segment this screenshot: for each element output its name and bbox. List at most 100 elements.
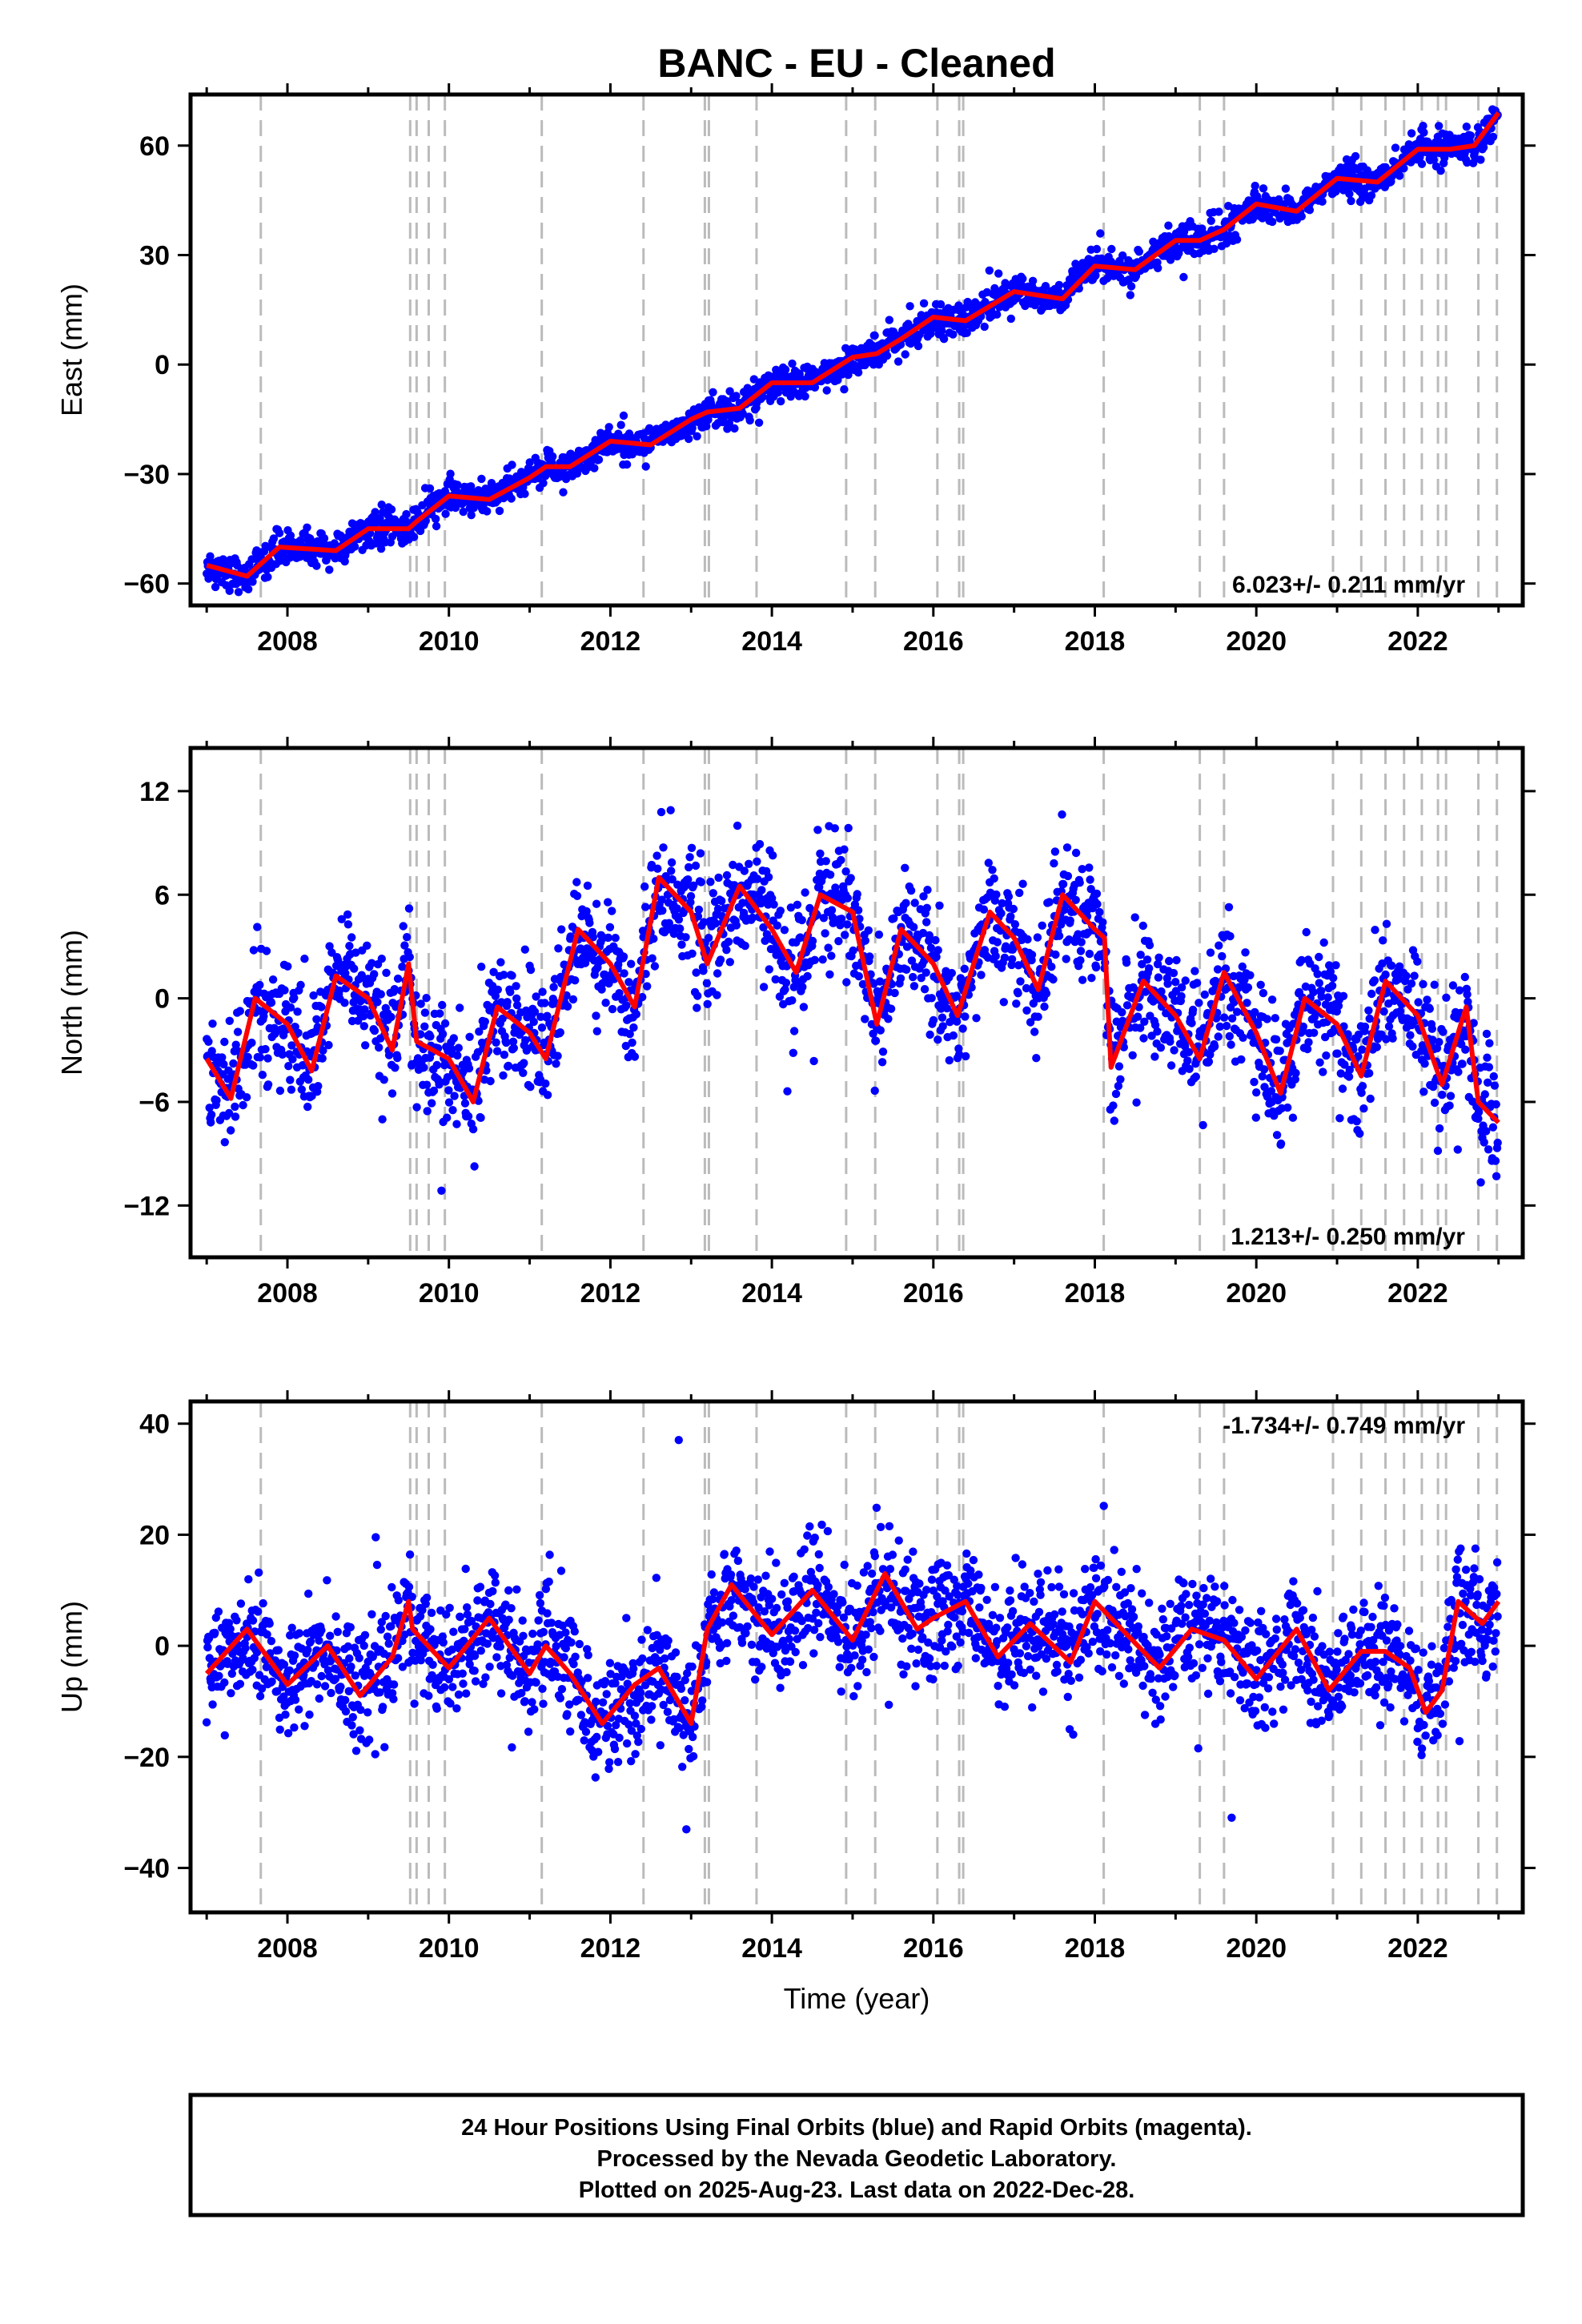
data-point xyxy=(480,1017,489,1027)
data-point xyxy=(931,935,940,945)
data-point xyxy=(1027,951,1037,959)
data-point xyxy=(1110,1116,1119,1125)
data-point xyxy=(453,1051,462,1060)
data-point xyxy=(740,866,749,875)
data-point xyxy=(1299,1022,1308,1031)
data-point xyxy=(400,941,409,950)
data-point xyxy=(1461,1045,1470,1054)
data-point xyxy=(304,1076,313,1084)
data-point xyxy=(520,945,529,954)
data-point xyxy=(502,1038,511,1047)
data-point xyxy=(890,988,899,998)
data-point xyxy=(1329,974,1338,983)
data-point xyxy=(351,1671,359,1680)
data-point xyxy=(1428,1035,1437,1044)
data-point xyxy=(1076,956,1085,965)
data-point xyxy=(492,1038,500,1047)
data-point xyxy=(341,969,350,978)
data-point xyxy=(619,952,628,961)
data-point xyxy=(263,1630,271,1639)
data-point xyxy=(864,926,873,935)
data-point xyxy=(1041,282,1050,291)
data-point xyxy=(403,933,412,942)
data-point xyxy=(215,1671,223,1680)
data-point xyxy=(922,918,931,927)
data-point xyxy=(869,979,878,988)
data-point xyxy=(902,965,911,975)
data-point xyxy=(1463,158,1472,167)
data-point xyxy=(622,460,632,469)
data-point xyxy=(477,963,486,971)
data-point xyxy=(667,858,677,867)
data-point xyxy=(255,1568,263,1577)
data-point xyxy=(412,1103,421,1112)
data-point xyxy=(375,1043,383,1052)
y-tick-label: −6 xyxy=(139,1088,170,1118)
data-point xyxy=(1454,1068,1463,1076)
data-point xyxy=(1149,997,1158,1006)
data-point xyxy=(367,1610,376,1619)
data-point xyxy=(454,1043,463,1052)
data-point xyxy=(1153,1027,1162,1036)
data-point xyxy=(300,1722,309,1731)
data-point xyxy=(783,1087,792,1096)
data-point xyxy=(649,935,658,943)
data-point xyxy=(1365,1069,1374,1078)
data-point xyxy=(949,1031,958,1040)
data-point xyxy=(1187,1019,1196,1027)
data-point xyxy=(1010,920,1020,929)
data-point xyxy=(1254,1020,1263,1029)
data-point xyxy=(1492,1172,1501,1181)
data-point xyxy=(432,1060,441,1070)
data-point xyxy=(1414,998,1423,1007)
data-point xyxy=(861,936,870,945)
data-point xyxy=(709,388,717,396)
data-point xyxy=(926,1030,934,1039)
data-point xyxy=(239,1100,247,1110)
data-point xyxy=(444,1098,454,1107)
data-point xyxy=(824,943,833,952)
data-point xyxy=(621,1041,630,1051)
data-point xyxy=(286,1630,295,1640)
data-point xyxy=(467,511,476,520)
data-point xyxy=(377,501,386,509)
data-point xyxy=(1381,970,1390,979)
data-point xyxy=(755,839,765,849)
data-point xyxy=(640,882,649,891)
data-point xyxy=(1408,1042,1417,1051)
data-point xyxy=(468,1124,478,1134)
data-point xyxy=(1439,1027,1447,1036)
data-point xyxy=(878,1047,888,1056)
data-point xyxy=(699,967,708,975)
data-point xyxy=(460,1099,470,1108)
data-point xyxy=(821,929,829,938)
data-point xyxy=(370,1026,379,1035)
data-point xyxy=(315,1636,323,1645)
data-point xyxy=(1384,1022,1394,1031)
data-point xyxy=(1259,988,1268,998)
data-point xyxy=(1191,967,1199,975)
data-point xyxy=(208,1019,217,1028)
data-point xyxy=(1305,206,1315,215)
data-point xyxy=(476,1113,485,1123)
data-point xyxy=(773,388,783,397)
data-point xyxy=(1018,879,1027,888)
data-point xyxy=(905,302,914,311)
data-point xyxy=(841,867,850,876)
data-point xyxy=(988,866,997,875)
data-point xyxy=(372,1560,382,1570)
data-point xyxy=(437,1186,446,1196)
data-point xyxy=(703,999,712,1009)
data-point xyxy=(837,855,845,865)
east-model-line xyxy=(206,111,1501,579)
data-point xyxy=(706,878,715,887)
data-point xyxy=(676,924,685,933)
data-point xyxy=(1327,981,1337,991)
data-point xyxy=(1077,938,1086,947)
data-point xyxy=(992,890,1001,899)
data-point xyxy=(1086,885,1095,894)
data-point xyxy=(1042,989,1051,998)
y-tick-label: 60 xyxy=(139,131,170,162)
data-point xyxy=(1420,1059,1429,1068)
data-point xyxy=(410,1699,419,1708)
